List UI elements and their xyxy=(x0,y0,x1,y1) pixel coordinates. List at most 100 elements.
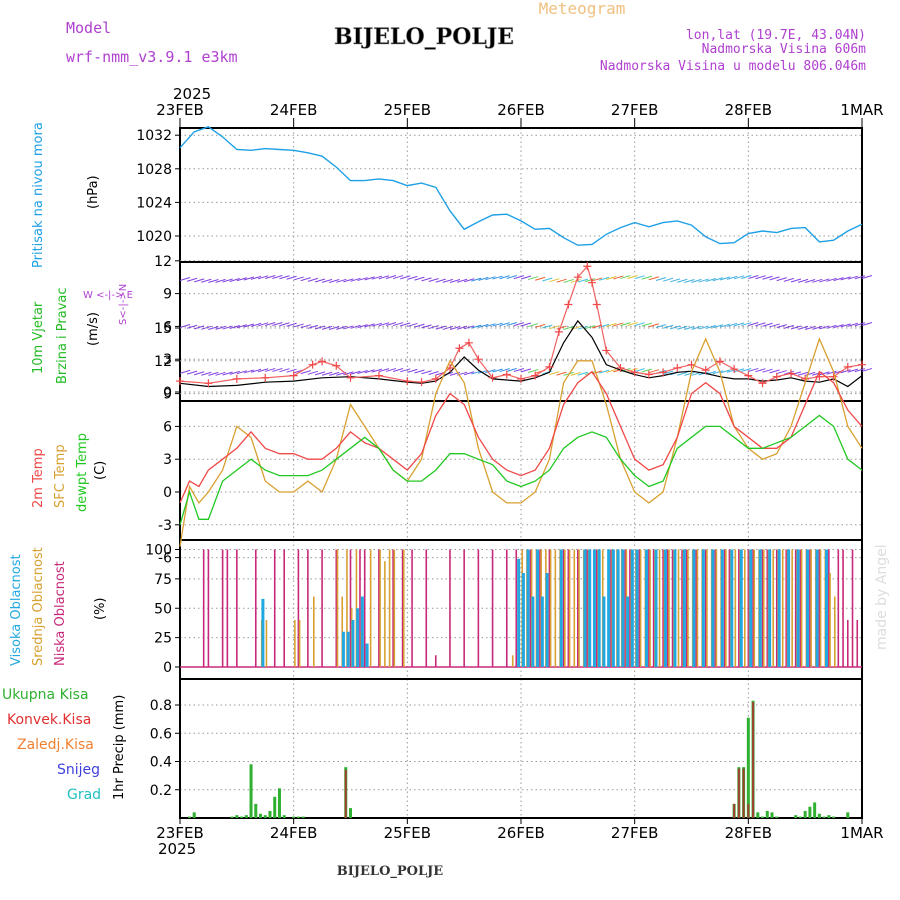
gust-marker xyxy=(308,360,317,369)
wind-arrow xyxy=(527,276,539,281)
wind-arrow xyxy=(591,324,603,329)
gust-marker xyxy=(602,346,611,355)
wind-arrow xyxy=(506,367,517,372)
ytick-label: 1024 xyxy=(136,195,172,211)
wind-arrow xyxy=(556,278,567,283)
gust-marker xyxy=(616,363,625,372)
wind-arrow xyxy=(371,368,382,373)
wind-arrow xyxy=(186,370,198,375)
wind-arrow xyxy=(229,370,240,375)
wind-arrow xyxy=(812,325,823,330)
wind-arrow xyxy=(471,277,482,282)
wind-arrow xyxy=(428,370,439,375)
2m-temp-line xyxy=(179,370,863,504)
wind-arrow xyxy=(265,322,276,327)
wind-arrow xyxy=(421,324,432,329)
wind-arrow xyxy=(726,275,738,280)
gust-marker xyxy=(318,357,327,366)
gust-marker xyxy=(403,377,412,386)
wind-arrow xyxy=(797,371,809,376)
wind-arrow xyxy=(279,322,290,327)
wind-arrow xyxy=(229,277,240,282)
gust-marker xyxy=(545,362,554,371)
date-label-bottom: 26FEB xyxy=(497,824,544,842)
wind-arrow xyxy=(762,368,773,373)
wind-arrow xyxy=(258,368,269,373)
precip-legend-item: Snijeg xyxy=(57,762,100,778)
wind-arrow xyxy=(677,325,688,330)
wind-arrow xyxy=(442,325,453,330)
wind-arrow xyxy=(421,277,432,282)
wind-arrow xyxy=(456,325,468,330)
wind-arrow xyxy=(584,325,596,330)
ytick-label: 0.6 xyxy=(150,726,172,742)
wind-arrow xyxy=(527,323,539,328)
gust-marker xyxy=(289,371,298,380)
precip-total-bar xyxy=(808,806,812,818)
wind-arrow xyxy=(201,278,212,283)
wind-arrow xyxy=(286,275,297,280)
wind-arrow xyxy=(684,326,695,330)
wind-arrow xyxy=(222,371,233,376)
mid-cloud-label: Srednja Oblacnost xyxy=(31,547,46,666)
wind-arrow xyxy=(364,369,375,374)
gust-marker xyxy=(488,373,497,382)
wind-arrow xyxy=(236,324,247,329)
wind-arrow xyxy=(769,323,780,328)
wind-arrow xyxy=(265,275,276,280)
wind-arrow xyxy=(613,275,624,280)
product-label: Meteogram xyxy=(539,0,626,18)
precip-total-bar xyxy=(249,764,253,818)
wind-arrow xyxy=(485,276,496,281)
precip-total-bar xyxy=(756,812,760,818)
wind-arrow xyxy=(243,323,255,328)
date-label-top: 25FEB xyxy=(384,101,431,119)
wind-arrow xyxy=(520,322,532,327)
wind-arrow xyxy=(208,371,219,376)
pressure-title: Pritisak na nivou mora xyxy=(31,122,46,268)
wind-arrow xyxy=(350,324,361,329)
wind-arrow xyxy=(485,323,496,328)
sfc-temp-line xyxy=(179,337,863,547)
gust-marker xyxy=(843,362,852,371)
wind-arrow xyxy=(464,371,475,376)
wind-arrow xyxy=(833,324,844,329)
wind-arrow xyxy=(400,368,411,373)
wind-arrow xyxy=(392,367,404,372)
wind-arrow xyxy=(648,369,660,374)
wind-arrow xyxy=(179,324,191,328)
wind-arrow xyxy=(279,368,290,373)
wind-arrow xyxy=(733,322,745,327)
wind-arrow xyxy=(250,368,262,373)
wind-arrow xyxy=(726,322,738,327)
wind-arrow xyxy=(712,277,723,282)
gust-marker xyxy=(588,278,597,287)
wind-arrow xyxy=(194,278,205,283)
wind-arrow xyxy=(847,322,858,327)
panel-5: 0.2 0.4 0.6 0.8 xyxy=(150,678,863,819)
wind-arrow xyxy=(748,367,759,372)
footer-station: BIJELO_POLJE xyxy=(337,864,443,879)
wind-arrow xyxy=(449,326,461,330)
ytick-label: 0 xyxy=(163,485,172,501)
wind-arrow xyxy=(805,279,816,283)
wind-arrow xyxy=(321,278,333,283)
wind-arrow xyxy=(620,275,631,280)
wind-arrow xyxy=(243,369,255,374)
wind-arrow xyxy=(513,368,525,373)
wind-arrow xyxy=(805,371,816,376)
wind-arrow xyxy=(478,323,489,328)
ytick-label: 3 xyxy=(163,452,172,468)
wind-arrow xyxy=(755,322,766,327)
wind-arrow xyxy=(542,370,553,375)
wind-arrow xyxy=(385,367,397,372)
wind-arrow xyxy=(719,369,731,374)
model-name: wrf-nmm_v3.9.1 e3km xyxy=(66,48,238,66)
wind-arrow xyxy=(840,323,851,328)
wind-arrow xyxy=(861,275,873,279)
year-top: 2025 xyxy=(173,85,211,103)
precip-total-bar xyxy=(263,815,267,818)
gust-marker xyxy=(701,366,710,375)
wind-arrow xyxy=(329,279,340,283)
wind-arrow xyxy=(449,278,461,283)
